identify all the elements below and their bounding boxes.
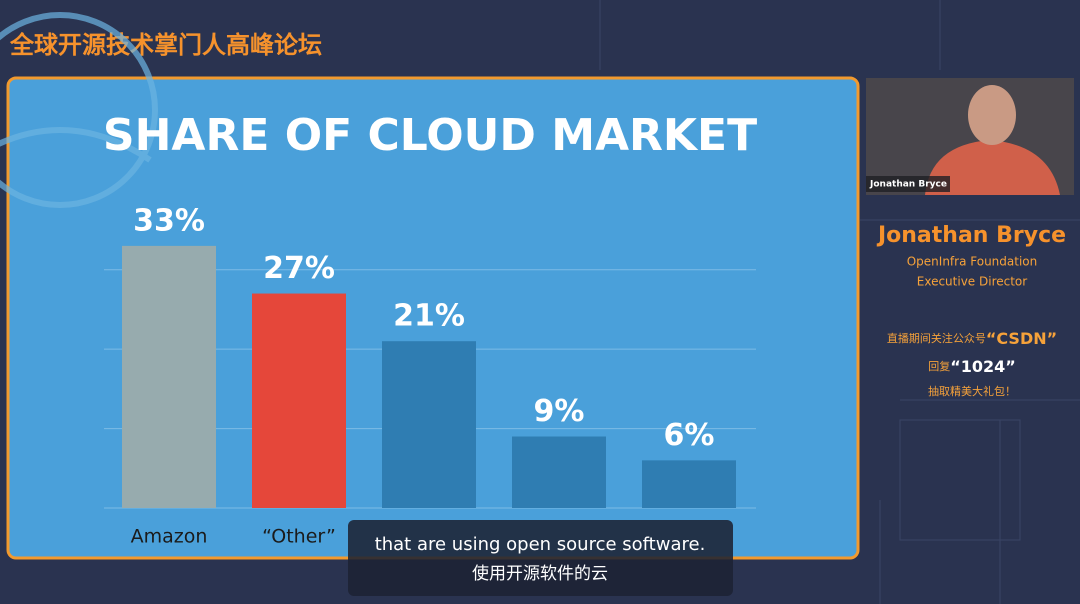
promo-emph: “1024” [950,357,1016,376]
caption-box [348,520,733,596]
promo-emph: “CSDN” [986,329,1057,348]
value-label: 27% [263,251,335,286]
event-title: 全球开源技术掌门人高峰论坛 [9,31,322,59]
promo-text: 直播期间关注公众号 [887,331,986,345]
chart-title: SHARE OF CLOUD MARKET [103,110,757,161]
speaker-head [968,85,1016,145]
video-tag-bg [866,176,950,192]
caption-english: that are using open source software. [375,534,706,555]
promo-line2: 回复“1024” [928,357,1016,376]
value-label: 33% [133,203,205,238]
bar [122,245,216,508]
promo-line1: 直播期间关注公众号“CSDN” [887,329,1057,348]
speaker-role: Executive Director [917,275,1028,289]
value-label: 21% [393,299,465,334]
caption-chinese: 使用开源软件的云 [472,563,608,584]
value-label: 6% [664,418,715,453]
bar [252,293,346,508]
promo-line3: 抽取精美大礼包！ [928,384,1016,398]
globe-decoration [0,12,158,208]
value-label: 9% [534,394,585,429]
x-tick-label: “Other” [262,526,336,548]
plot: 33% Amazon 27% “Other” 21% 9% 6% [104,203,756,548]
circuit-pattern [599,0,1080,604]
bar [382,341,476,508]
bar [642,460,736,508]
speaker-organization: OpenInfra Foundation [907,255,1038,269]
bar [512,436,606,508]
speaker-body [925,140,1060,195]
speaker-name: Jonathan Bryce [876,223,1066,248]
promo-text: 回复 [928,359,950,373]
x-tick-label: Amazon [131,526,208,548]
video-tag: Jonathan Bryce [869,180,947,190]
